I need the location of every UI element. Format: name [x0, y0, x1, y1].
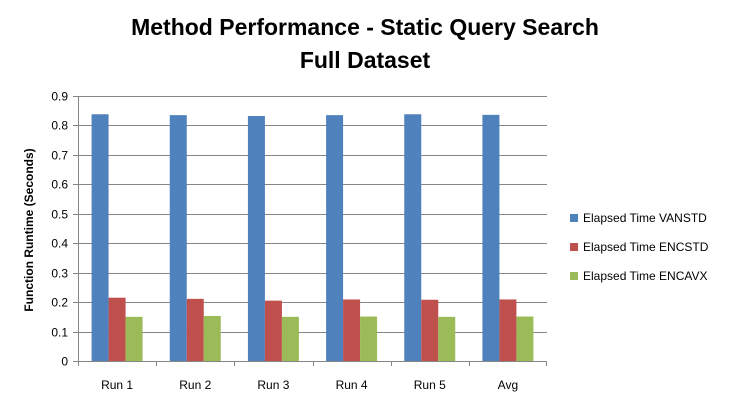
- y-tick-label: 0.3: [51, 267, 68, 281]
- legend-swatch: [570, 272, 578, 280]
- legend-swatch: [570, 243, 578, 251]
- bar: [516, 316, 534, 361]
- x-tick-label: Run 5: [414, 378, 446, 392]
- legend-swatch: [570, 214, 578, 222]
- bar: [169, 115, 187, 361]
- legend: Elapsed Time VANSTD Elapsed Time ENCSTD El…: [570, 211, 709, 283]
- gridlines: [78, 96, 547, 333]
- x-tick-label: Avg: [498, 378, 518, 392]
- bar: [281, 316, 299, 361]
- chart-subtitle: Full Dataset: [300, 47, 431, 73]
- bar: [482, 114, 500, 361]
- bar: [125, 316, 143, 361]
- axes: 0 0.1 0.2 0.3 0.4 0.5 0.6 0.7 0.8 0.9 Run 1 Run 2 Ru…: [51, 90, 547, 392]
- y-tick-label: 0.6: [51, 178, 68, 192]
- y-tick-label: 0.9: [51, 90, 68, 104]
- y-tick-label: 0.1: [51, 326, 68, 340]
- bar: [360, 316, 378, 361]
- bar: [264, 300, 282, 361]
- x-tick-label: Run 3: [257, 378, 289, 392]
- bar: [499, 299, 517, 361]
- bar: [247, 116, 265, 362]
- bar: [421, 299, 439, 361]
- legend-label: Elapsed Time ENCAVX: [583, 269, 708, 283]
- bar: [326, 115, 344, 361]
- x-tick-label: Run 4: [336, 378, 368, 392]
- bar: [186, 298, 204, 361]
- bar: [203, 315, 221, 361]
- bar: [343, 299, 361, 361]
- legend-label: Elapsed Time VANSTD: [583, 211, 707, 225]
- bar: [404, 114, 422, 361]
- y-tick-label: 0.5: [51, 208, 68, 222]
- y-tick-label: 0.2: [51, 296, 68, 310]
- legend-label: Elapsed Time ENCSTD: [583, 240, 709, 254]
- x-tick-label: Run 2: [179, 378, 211, 392]
- y-tick-label: 0: [61, 355, 68, 369]
- bar: [108, 297, 126, 361]
- bar: [91, 114, 109, 361]
- x-tick-label: Run 1: [101, 378, 133, 392]
- bar: [438, 316, 456, 361]
- bars: [91, 114, 534, 362]
- y-tick-label: 0.4: [51, 237, 68, 251]
- y-tick-label: 0.7: [51, 149, 68, 163]
- y-axis-title: Function Runtime (Seconds): [22, 148, 36, 311]
- chart-title: Method Performance - Static Query Search: [131, 14, 599, 40]
- y-tick-label: 0.8: [51, 119, 68, 133]
